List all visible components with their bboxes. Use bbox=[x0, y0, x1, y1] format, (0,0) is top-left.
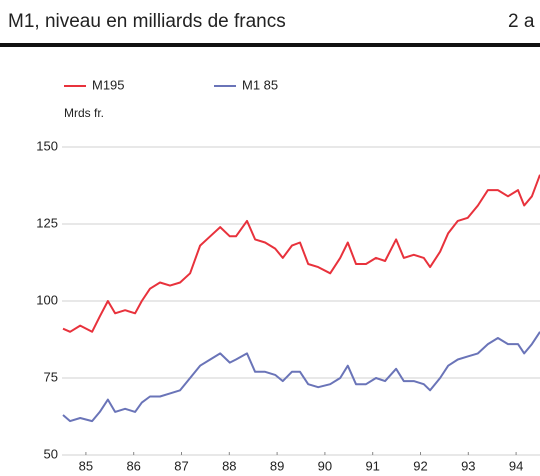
y-tick-label: 100 bbox=[36, 292, 58, 307]
y-tick-label: 50 bbox=[44, 446, 58, 461]
x-tick-label: 88 bbox=[222, 458, 236, 473]
x-tick-label: 87 bbox=[174, 458, 188, 473]
x-tick-label: 91 bbox=[365, 458, 379, 473]
x-tick-label: 92 bbox=[413, 458, 427, 473]
chart-subtitle: 2 a bbox=[508, 11, 535, 32]
y-tick-label: 75 bbox=[44, 369, 58, 384]
title-rule bbox=[0, 43, 540, 47]
legend-label: M195 bbox=[92, 77, 125, 92]
x-tick-label: 89 bbox=[270, 458, 284, 473]
legend-label: M1 85 bbox=[242, 77, 278, 92]
x-tick-label: 86 bbox=[126, 458, 140, 473]
x-tick-label: 93 bbox=[461, 458, 475, 473]
y-tick-label: 150 bbox=[36, 138, 58, 153]
series-line bbox=[62, 331, 540, 423]
x-tick-label: 94 bbox=[509, 458, 523, 473]
y-axis-label: Mrds fr. bbox=[64, 106, 104, 120]
x-tick-label: 90 bbox=[318, 458, 332, 473]
chart-title: M1, niveau en milliards de francs bbox=[8, 11, 286, 32]
series-line bbox=[62, 174, 540, 333]
y-tick-label: 125 bbox=[36, 215, 58, 230]
x-tick-label: 85 bbox=[79, 458, 93, 473]
